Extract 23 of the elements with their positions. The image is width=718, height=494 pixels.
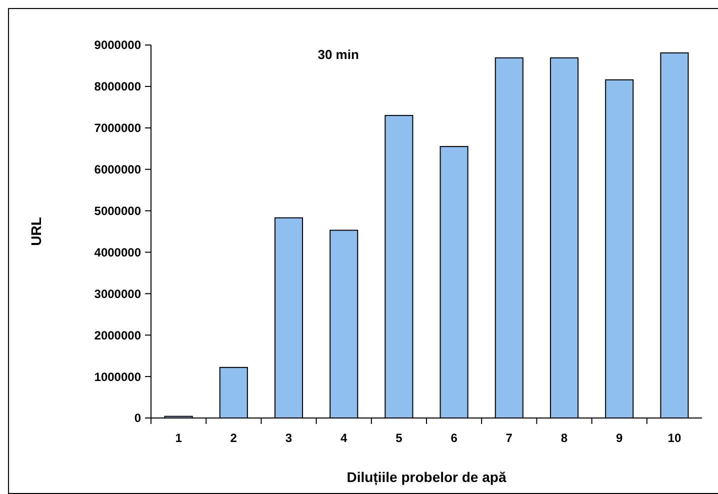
chart-title: 30 min [318, 47, 359, 62]
x-tick-label: 2 [230, 431, 238, 445]
x-tick-label: 7 [506, 431, 513, 445]
y-tick-label: 7000000 [94, 121, 142, 136]
y-tick-label: 4000000 [94, 245, 142, 260]
y-tick-label: 9000000 [94, 38, 142, 52]
y-tick-label: 0 [134, 411, 142, 426]
y-tick-label: 6000000 [94, 162, 142, 177]
x-axis-title: Diluțiile probelor de apă [346, 469, 506, 486]
x-tick-label: 6 [450, 431, 458, 445]
y-tick-label: 2000000 [94, 328, 142, 342]
x-tick-label: 3 [285, 431, 292, 445]
x-tick-label: 10 [668, 431, 682, 445]
y-axis-title: URL [28, 216, 44, 246]
y-tick-label: 8000000 [94, 80, 142, 94]
y-tick-label: 3000000 [94, 286, 142, 301]
x-tick-label: 4 [340, 431, 348, 445]
x-tick-label: 1 [175, 431, 182, 445]
y-tick-label: 1000000 [94, 370, 142, 384]
y-tick-label: 5000000 [94, 204, 142, 218]
x-tick-label: 9 [616, 431, 624, 445]
x-tick-label: 5 [396, 431, 403, 445]
x-tick-label: 8 [560, 431, 568, 445]
